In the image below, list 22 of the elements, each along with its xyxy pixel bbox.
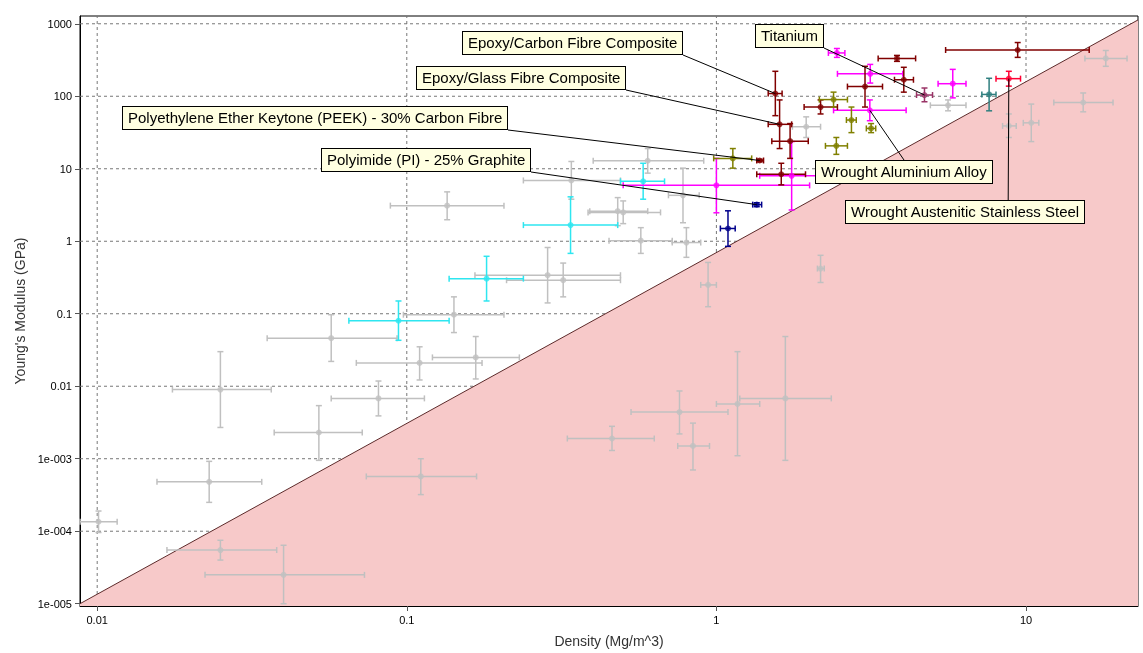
y-tick-label: 1e-005: [37, 597, 72, 610]
annotation: Polyethylene Ether Keytone (PEEK) - 30% Carbon Fibre: [122, 106, 509, 130]
x-tick-label: 1: [713, 613, 720, 626]
y-tick-label: 100: [53, 90, 72, 103]
y-tick-label: 0.1: [56, 307, 72, 320]
annotation: Epoxy/Glass Fibre Composite: [416, 66, 627, 90]
y-tick-label: 1: [65, 235, 72, 248]
x-axis-title: Density (Mg/m^3): [554, 633, 664, 649]
y-tick-label: 10: [59, 162, 72, 175]
x-tick-label: 0.1: [399, 613, 415, 626]
y-tick-label: 1e-004: [37, 525, 72, 538]
annotation: Wrought Aluminium Alloy: [815, 160, 993, 184]
annotation: Wrought Austenitic Stainless Steel: [845, 200, 1086, 224]
x-tick-label: 10: [1019, 613, 1033, 626]
y-tick-label: 0.01: [50, 380, 72, 393]
y-tick-label: 1000: [47, 17, 72, 30]
annotation: Epoxy/Carbon Fibre Composite: [462, 31, 684, 55]
y-axis-title: Young's Modulus (GPa): [11, 237, 28, 385]
x-tick-label: 0.01: [86, 613, 108, 626]
annotation: Polyimide (PI) - 25% Graphite: [321, 148, 532, 172]
annotation: Titanium: [755, 24, 824, 48]
y-tick-label: 1e-003: [37, 452, 72, 465]
